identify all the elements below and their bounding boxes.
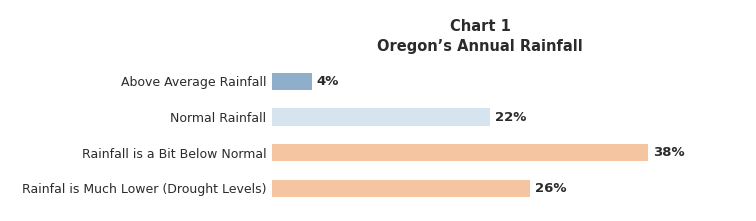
Bar (272, 144, 649, 161)
Title: Chart 1
Oregon’s Annual Rainfall: Chart 1 Oregon’s Annual Rainfall (377, 19, 583, 54)
Text: 38%: 38% (653, 146, 685, 159)
Text: 4%: 4% (317, 75, 339, 88)
Text: 22%: 22% (495, 110, 526, 124)
Bar (272, 180, 529, 197)
Text: 26%: 26% (534, 182, 566, 195)
Bar (272, 73, 311, 90)
Bar (272, 109, 490, 126)
